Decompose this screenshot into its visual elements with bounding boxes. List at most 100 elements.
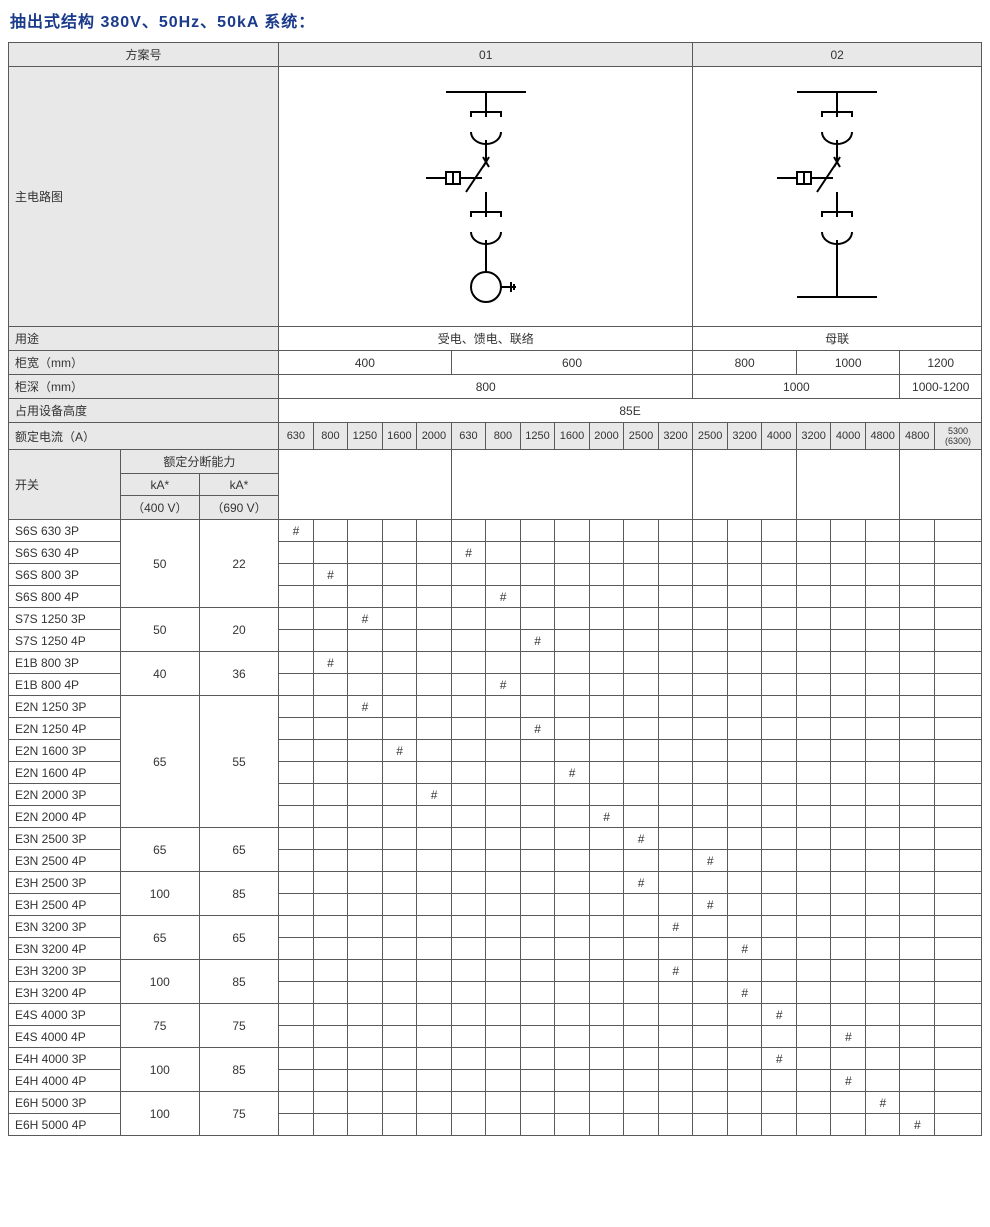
- mark-cell: [658, 1048, 693, 1070]
- mark-cell: [865, 740, 900, 762]
- spec-table: 方案号 01 02 主电路图: [8, 42, 982, 1136]
- mark-cell: [589, 630, 624, 652]
- mark-cell: [313, 1026, 348, 1048]
- mark-cell: [831, 1004, 866, 1026]
- mark-cell: [555, 1114, 590, 1136]
- mark-cell: [624, 542, 659, 564]
- mark-cell: [313, 1092, 348, 1114]
- mark-cell: [348, 542, 383, 564]
- mark-cell: [417, 674, 452, 696]
- mark-cell: [279, 652, 314, 674]
- mark-cell: [624, 1048, 659, 1070]
- mark-cell: [796, 1070, 831, 1092]
- mark-cell: [313, 718, 348, 740]
- switch-label: 开关: [9, 450, 121, 520]
- mark-cell: [451, 872, 486, 894]
- mark-cell: [279, 982, 314, 1004]
- mark-cell: [796, 674, 831, 696]
- ka690-label: kA*: [199, 474, 278, 496]
- mark-cell: [520, 652, 555, 674]
- mark-cell: [279, 850, 314, 872]
- mark-cell: [693, 916, 728, 938]
- mark-cell: #: [727, 982, 762, 1004]
- mark-cell: [865, 1048, 900, 1070]
- mark-cell: [589, 696, 624, 718]
- mark-cell: [658, 806, 693, 828]
- mark-cell: [831, 916, 866, 938]
- mark-cell: [451, 1092, 486, 1114]
- page-title: 抽出式结构 380V、50Hz、50kA 系统：: [10, 8, 982, 32]
- mark-cell: [451, 960, 486, 982]
- empty-cell: [900, 450, 982, 520]
- mark-cell: [865, 608, 900, 630]
- mark-cell: [451, 1114, 486, 1136]
- switch-name: E1B 800 3P: [9, 652, 121, 674]
- mark-cell: [555, 1026, 590, 1048]
- mark-cell: [624, 960, 659, 982]
- mark-cell: [589, 542, 624, 564]
- mark-cell: [831, 652, 866, 674]
- mark-cell: [831, 718, 866, 740]
- mark-cell: [934, 674, 981, 696]
- mark-cell: [555, 916, 590, 938]
- mark-cell: [313, 542, 348, 564]
- mark-cell: #: [520, 630, 555, 652]
- mark-cell: [624, 806, 659, 828]
- mark-cell: [658, 718, 693, 740]
- mark-cell: [934, 1092, 981, 1114]
- mark-cell: #: [348, 696, 383, 718]
- mark-cell: [589, 916, 624, 938]
- switch-name: E3N 2500 4P: [9, 850, 121, 872]
- mark-cell: [934, 960, 981, 982]
- mark-cell: [417, 564, 452, 586]
- ka-400-value: 65: [120, 696, 199, 828]
- mark-cell: [313, 520, 348, 542]
- mark-cell: [486, 630, 521, 652]
- mark-cell: #: [624, 872, 659, 894]
- mark-cell: #: [313, 652, 348, 674]
- mark-cell: [796, 982, 831, 1004]
- mark-cell: [486, 696, 521, 718]
- mark-cell: [417, 520, 452, 542]
- mark-cell: [520, 762, 555, 784]
- mark-cell: [486, 740, 521, 762]
- ka400-label: kA*: [120, 474, 199, 496]
- mark-cell: [831, 872, 866, 894]
- mark-cell: [865, 938, 900, 960]
- mark-cell: [348, 1004, 383, 1026]
- mark-cell: [486, 784, 521, 806]
- mark-cell: [934, 916, 981, 938]
- mark-cell: #: [831, 1026, 866, 1048]
- switch-name: E2N 1250 4P: [9, 718, 121, 740]
- mark-cell: [727, 762, 762, 784]
- mark-cell: [796, 652, 831, 674]
- mark-cell: [762, 982, 797, 1004]
- mark-cell: [727, 1026, 762, 1048]
- mark-cell: [934, 828, 981, 850]
- mark-cell: [762, 916, 797, 938]
- mark-cell: [417, 1092, 452, 1114]
- mark-cell: [624, 1070, 659, 1092]
- mark-cell: [624, 850, 659, 872]
- mark-cell: [417, 916, 452, 938]
- mark-cell: [865, 520, 900, 542]
- switch-name: E4S 4000 3P: [9, 1004, 121, 1026]
- mark-cell: [796, 828, 831, 850]
- mark-cell: [486, 718, 521, 740]
- mark-cell: [279, 916, 314, 938]
- mark-cell: [486, 762, 521, 784]
- mark-cell: [313, 1048, 348, 1070]
- mark-cell: [486, 1026, 521, 1048]
- mark-cell: [762, 718, 797, 740]
- mark-cell: [762, 740, 797, 762]
- mark-cell: [831, 608, 866, 630]
- mark-cell: [417, 1070, 452, 1092]
- mark-cell: [831, 1114, 866, 1136]
- mark-cell: [762, 1026, 797, 1048]
- mark-cell: [348, 894, 383, 916]
- mark-cell: [279, 1048, 314, 1070]
- mark-cell: [486, 982, 521, 1004]
- ka-400-value: 100: [120, 1048, 199, 1092]
- mark-cell: [658, 828, 693, 850]
- mark-cell: [865, 564, 900, 586]
